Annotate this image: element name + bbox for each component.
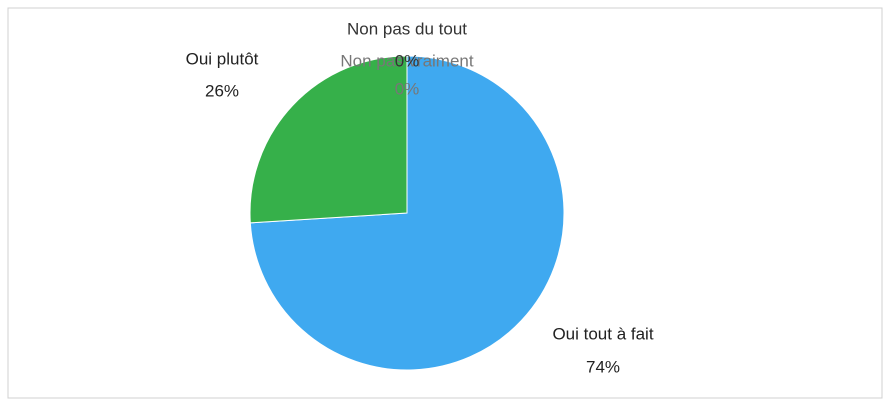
category-label: Non pas vraiment bbox=[340, 51, 474, 70]
category-label: Non pas du tout bbox=[347, 19, 467, 38]
category-label: Oui plutôt bbox=[186, 49, 259, 68]
value-label: 0% bbox=[395, 79, 420, 98]
pie-slice bbox=[249, 55, 408, 224]
value-label: 0% bbox=[395, 51, 420, 70]
value-label: 74% bbox=[586, 357, 620, 376]
value-label: 26% bbox=[205, 81, 239, 100]
category-label: Oui tout à fait bbox=[552, 324, 653, 343]
